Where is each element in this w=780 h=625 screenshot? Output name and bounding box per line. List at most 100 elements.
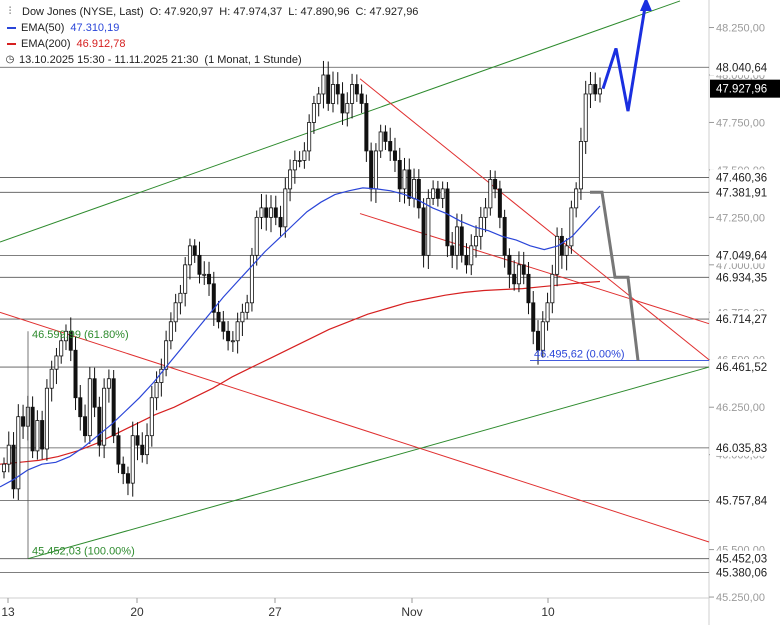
candle-body bbox=[421, 207, 426, 256]
candle-body bbox=[369, 150, 374, 190]
candle-body bbox=[397, 160, 402, 190]
candle-body bbox=[459, 226, 464, 256]
trend-line bbox=[0, 311, 710, 543]
trend-line bbox=[0, 0, 681, 243]
candle-body bbox=[202, 273, 207, 276]
current-price-tag bbox=[710, 79, 780, 98]
candle-body bbox=[245, 302, 250, 313]
candle-body bbox=[569, 207, 574, 247]
candle-body bbox=[40, 420, 45, 450]
candle-body bbox=[440, 188, 445, 199]
candle-body bbox=[116, 435, 121, 465]
candle-body bbox=[87, 378, 92, 437]
price-tick-label: 46.250,00 bbox=[716, 402, 765, 414]
legend-period-row: ◷ 13.10.2025 15:30 - 11.11.2025 21:30 (1… bbox=[4, 52, 418, 68]
candle-body bbox=[130, 435, 135, 484]
candle-body bbox=[302, 150, 307, 161]
ema50-swatch bbox=[7, 27, 16, 29]
candle-body bbox=[493, 178, 498, 190]
candle-body bbox=[402, 169, 407, 190]
level-tag-bg bbox=[710, 550, 780, 567]
candle-body bbox=[359, 93, 364, 104]
candle-body bbox=[526, 273, 531, 304]
level-tag-label: 46.714,27 bbox=[716, 314, 767, 326]
level-tag-label: 47.381,91 bbox=[716, 187, 767, 199]
level-tag-bg bbox=[710, 169, 780, 186]
candle-body bbox=[6, 444, 11, 465]
candle-body bbox=[30, 406, 35, 452]
candle-body bbox=[478, 216, 483, 237]
candle-body bbox=[173, 302, 178, 323]
candle-body bbox=[350, 84, 355, 104]
candle-body bbox=[521, 264, 526, 275]
candle-body bbox=[507, 254, 512, 275]
candle-body bbox=[474, 235, 479, 247]
price-tick-label: 45.250,00 bbox=[716, 592, 765, 604]
price-tick-label: 47.750,00 bbox=[716, 117, 765, 129]
fib-level-618-label: 46.599,99 (61.80%) bbox=[32, 329, 129, 341]
price-tick-label: 47.250,00 bbox=[716, 212, 765, 224]
level-tag-bg bbox=[710, 492, 780, 509]
candle-body bbox=[516, 264, 521, 285]
price-tick-label: 48.250,00 bbox=[716, 23, 765, 35]
level-tag-bg bbox=[710, 564, 780, 581]
level-tag-label: 45.452,03 bbox=[716, 554, 767, 566]
candle-body bbox=[178, 292, 183, 304]
time-tick-label: 27 bbox=[268, 605, 282, 619]
candle-body bbox=[83, 416, 88, 437]
level-tag-bg bbox=[710, 59, 780, 76]
candle-body bbox=[73, 349, 78, 399]
candlestick-icon: ⫶ bbox=[8, 6, 12, 17]
period-range: 13.10.2025 15:30 - 11.11.2025 21:30 bbox=[19, 54, 199, 66]
trend-line bbox=[359, 213, 710, 325]
candle-body bbox=[106, 378, 111, 389]
candle-body bbox=[340, 93, 345, 114]
candle-body bbox=[469, 245, 474, 266]
candle-body bbox=[111, 378, 116, 437]
candle-body bbox=[536, 330, 541, 351]
candle-body bbox=[593, 84, 598, 95]
level-tag-bg bbox=[710, 247, 780, 264]
candle-body bbox=[574, 188, 579, 209]
candle-body bbox=[259, 207, 264, 218]
candle-body bbox=[512, 273, 517, 285]
candle-body bbox=[192, 245, 197, 256]
candle-body bbox=[316, 93, 321, 104]
level-tag-label: 45.380,06 bbox=[716, 567, 767, 579]
legend-ema50-row: EMA(50) 47.310,19 bbox=[4, 20, 418, 36]
candle-body bbox=[578, 141, 583, 190]
candle-body bbox=[407, 169, 412, 199]
trend-line bbox=[27, 366, 710, 560]
ema200-swatch bbox=[7, 43, 16, 45]
candle-body bbox=[21, 416, 26, 427]
candle-body bbox=[121, 463, 126, 475]
candle-body bbox=[383, 131, 388, 142]
candle-body bbox=[97, 406, 102, 446]
candle-body bbox=[307, 122, 312, 152]
candle-body bbox=[288, 169, 293, 190]
candle-body bbox=[59, 340, 64, 357]
candle-body bbox=[555, 235, 560, 275]
candle-body bbox=[2, 463, 7, 473]
candle-body bbox=[326, 74, 331, 104]
current-price-label: 47.927,96 bbox=[716, 84, 767, 96]
candle-body bbox=[207, 273, 212, 285]
candle-body bbox=[388, 141, 393, 152]
candle-body bbox=[559, 235, 564, 256]
ema200-label: EMA(200) bbox=[21, 38, 71, 50]
candle-body bbox=[497, 188, 502, 218]
level-tag-label: 45.757,84 bbox=[716, 496, 768, 508]
forecast-down-path bbox=[590, 190, 640, 361]
candle-body bbox=[297, 160, 302, 162]
candle-body bbox=[168, 321, 173, 342]
level-tag-label: 48.040,64 bbox=[716, 62, 768, 74]
candle-body bbox=[221, 321, 226, 332]
candle-body bbox=[183, 264, 188, 294]
candle-body bbox=[531, 302, 536, 332]
level-tag-bg bbox=[710, 311, 780, 328]
level-tag-bg bbox=[710, 359, 780, 376]
candle-body bbox=[54, 355, 59, 370]
candle-body bbox=[416, 178, 421, 209]
level-tag-bg bbox=[710, 184, 780, 201]
